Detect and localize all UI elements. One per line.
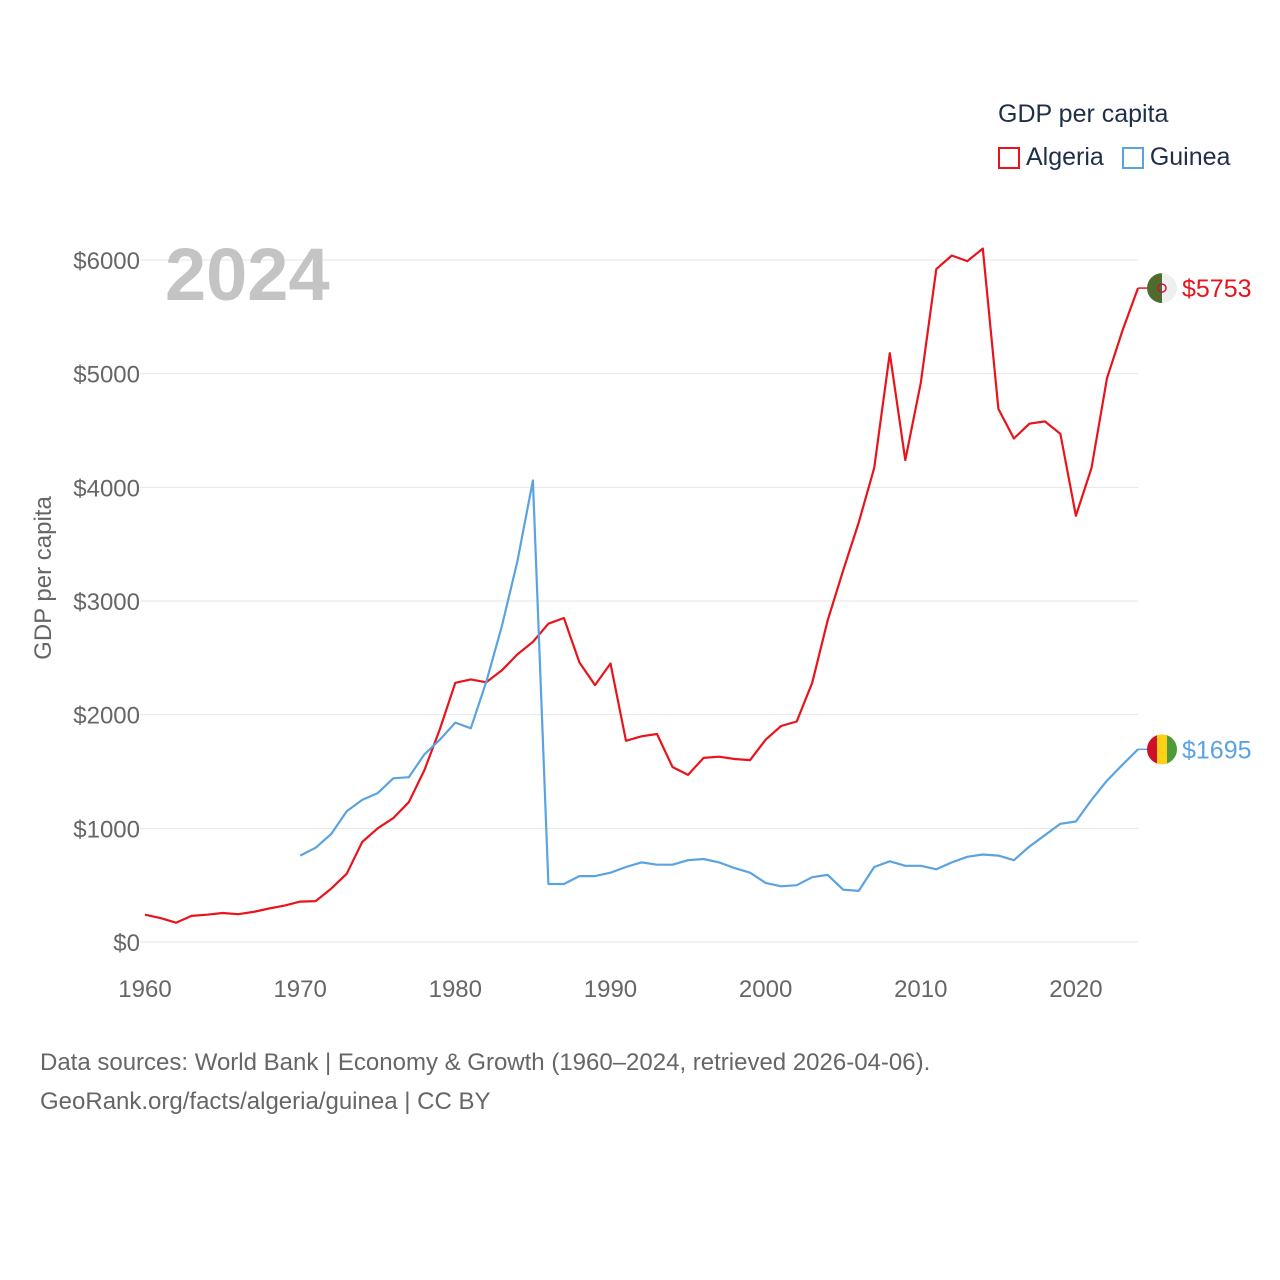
series-line-guinea [299, 479, 1139, 893]
y-tick-label: $4000 [73, 475, 140, 502]
y-tick-label: $6000 [73, 248, 140, 275]
legend-label-guinea: Guinea [1149, 143, 1231, 171]
legend-swatch-guinea [1121, 146, 1144, 169]
year-watermark: 2024 [165, 233, 330, 316]
y-tick-label: $2000 [73, 703, 140, 730]
guinea-flag-icon [1147, 734, 1177, 765]
y-tick-label: $0 [113, 930, 140, 957]
algeria-flag-icon [1147, 273, 1177, 304]
x-tick-label: 1960 [118, 976, 171, 1003]
line-chart: 2024 $0 $1000 $2000 $3000 $4000 $5000 $6000 19… [30, 233, 1252, 1003]
legend-swatch-algeria [998, 146, 1020, 169]
x-tick-label: 2020 [1049, 976, 1102, 1003]
series-line-algeria [144, 247, 1140, 924]
y-tick-label: $5000 [73, 362, 140, 389]
y-axis-label: GDP per capita [30, 496, 57, 660]
y-tick-label: $1000 [73, 816, 140, 843]
legend-item-algeria[interactable]: Algeria [998, 143, 1104, 172]
footer: Data sources: World Bank | Economy & Gro… [40, 1043, 930, 1121]
y-tick-labels: $0 $1000 $2000 $3000 $4000 $5000 $6000 [73, 248, 140, 957]
footer-sources: Data sources: World Bank | Economy & Gro… [40, 1049, 931, 1076]
series-lines [144, 247, 1140, 924]
end-value-label-guinea: $1695 [1182, 736, 1252, 764]
x-tick-label: 1970 [273, 976, 326, 1003]
end-markers: $5753 $1695 [1138, 273, 1252, 765]
x-tick-labels: 1960 1970 1980 1990 2000 2010 2020 [118, 976, 1102, 1003]
x-tick-label: 1990 [584, 976, 637, 1003]
x-tick-label: 2010 [894, 976, 947, 1003]
x-tick-label: 2000 [739, 976, 792, 1003]
legend-item-guinea[interactable]: Guinea [1121, 143, 1231, 172]
y-tick-label: $3000 [73, 589, 140, 616]
x-tick-label: 1980 [429, 976, 482, 1003]
legend: Algeria Guinea [998, 143, 1248, 172]
footer-link[interactable]: GeoRank.org/facts/algeria/guinea | CC BY [40, 1088, 491, 1115]
legend-title: GDP per capita [998, 100, 1169, 128]
end-value-label-algeria: $5753 [1182, 275, 1252, 303]
legend-label-algeria: Algeria [1026, 143, 1104, 171]
grid-lines [140, 259, 1138, 943]
